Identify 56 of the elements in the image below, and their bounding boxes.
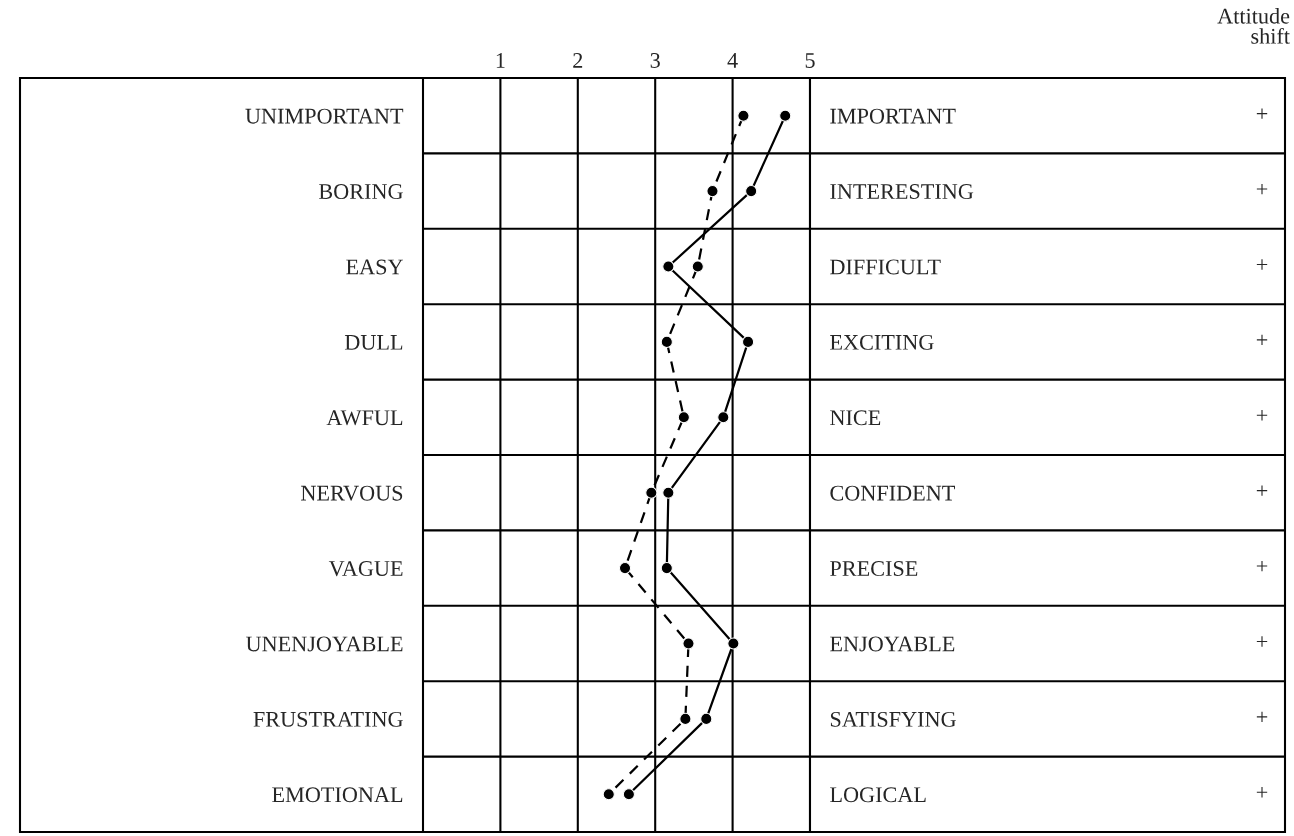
y2-tick-label: NICE xyxy=(830,410,881,426)
point xyxy=(779,109,792,122)
text: + xyxy=(1256,183,1268,195)
text: + xyxy=(1256,787,1268,798)
y-tick-label: FRUSTRATING xyxy=(253,711,403,727)
point xyxy=(717,411,730,424)
text: + xyxy=(1256,636,1268,647)
y2-tick-label: INTERESTING xyxy=(830,184,974,200)
point xyxy=(742,335,755,348)
y-tick-label: NERVOUS xyxy=(301,485,403,501)
point xyxy=(677,411,690,424)
y-tick-label: EASY xyxy=(346,259,403,275)
y2-tick-label: EXCITING xyxy=(830,334,934,350)
y2-tick-label: LOGICAL xyxy=(830,787,926,803)
point xyxy=(682,637,695,650)
point xyxy=(706,185,719,198)
text: + xyxy=(1256,334,1268,346)
x-tick-label: 1 xyxy=(496,53,505,68)
text: + xyxy=(1256,259,1268,270)
point xyxy=(645,486,658,499)
y2-tick-label: DIFFICULT xyxy=(830,259,941,275)
text: + xyxy=(1256,410,1268,421)
y-tick-label: EMOTIONAL xyxy=(272,787,403,803)
point xyxy=(660,562,673,575)
point xyxy=(662,260,675,273)
point xyxy=(618,562,632,575)
point xyxy=(662,486,675,499)
text: + xyxy=(1256,108,1268,119)
text: Attitude shift xyxy=(1217,8,1290,44)
y2-tick-label: CONFIDENT xyxy=(830,485,955,501)
point xyxy=(622,788,635,801)
point xyxy=(727,637,740,650)
y2-tick-label: ENJOYABLE xyxy=(830,636,955,652)
text: + xyxy=(1256,711,1268,723)
x-tick-label: 4 xyxy=(727,53,738,68)
x-tick-label: 3 xyxy=(650,53,660,68)
y2-tick-label: PRECISE xyxy=(830,561,918,577)
point xyxy=(691,260,704,273)
text: + xyxy=(1256,560,1268,572)
y-tick-label: VAGUE xyxy=(328,561,403,577)
point xyxy=(679,712,692,725)
y-tick-label: UNENJOYABLE xyxy=(246,636,403,652)
point xyxy=(700,712,713,725)
point xyxy=(745,185,758,198)
text: + xyxy=(1256,485,1268,496)
point xyxy=(602,788,615,801)
y-tick-label: DULL xyxy=(344,335,403,350)
x-tick-label: 2 xyxy=(573,53,583,68)
y2-tick-label: SATISFYING xyxy=(830,711,956,727)
y-tick-label: UNIMPORTANT xyxy=(245,108,404,124)
y-tick-label: BORING xyxy=(319,184,403,200)
y-tick-label: AWFUL xyxy=(326,410,403,426)
point xyxy=(660,335,673,348)
point xyxy=(737,109,750,122)
y2-tick-label: IMPORTANT xyxy=(830,108,956,124)
x-tick-label: 5 xyxy=(805,53,815,68)
